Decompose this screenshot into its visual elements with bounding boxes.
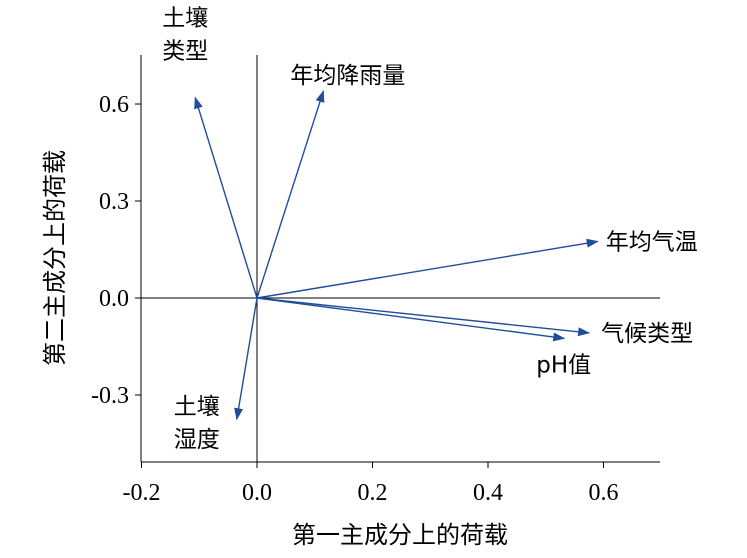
loading-vector-1: [194, 96, 258, 299]
loading-vector-2: [256, 90, 325, 299]
vector-label: 土壤: [174, 394, 220, 420]
y-axis-ticks: 0.6 0.3 0.0 -0.3: [91, 92, 141, 409]
vector-label: 土壤: [162, 6, 208, 32]
x-tick-label: 0.4: [473, 480, 503, 506]
vector-label: pH值: [536, 352, 591, 378]
vector-label: 年均降雨量: [290, 63, 405, 89]
x-tick-label: 0.6: [589, 480, 619, 506]
y-tick-label: 0.6: [99, 92, 129, 118]
vector-label: 年均气温: [606, 229, 698, 255]
vector-label: 类型: [162, 39, 208, 65]
loading-vector-3: [256, 238, 599, 299]
x-tick-label: 0.2: [358, 480, 388, 506]
y-axis-title: 第二主成分上的荷载: [41, 150, 69, 366]
loading-vector-5: [256, 297, 566, 342]
loading-vector-6: [234, 297, 258, 421]
loading-vector-4: [256, 297, 591, 337]
y-tick-label: -0.3: [91, 383, 129, 409]
x-tick-label: 0.0: [242, 480, 272, 506]
x-tick-label: -0.2: [123, 480, 161, 506]
loading-vectors: [194, 90, 599, 421]
y-tick-label: 0.0: [99, 286, 129, 312]
y-tick-label: 0.3: [99, 189, 129, 215]
vector-label: 湿度: [174, 427, 220, 453]
x-axis-title: 第一主成分上的荷载: [292, 521, 508, 549]
x-axis-ticks: -0.2 0.0 0.2 0.4 0.6: [123, 462, 619, 506]
vector-label: 气候类型: [601, 321, 693, 347]
